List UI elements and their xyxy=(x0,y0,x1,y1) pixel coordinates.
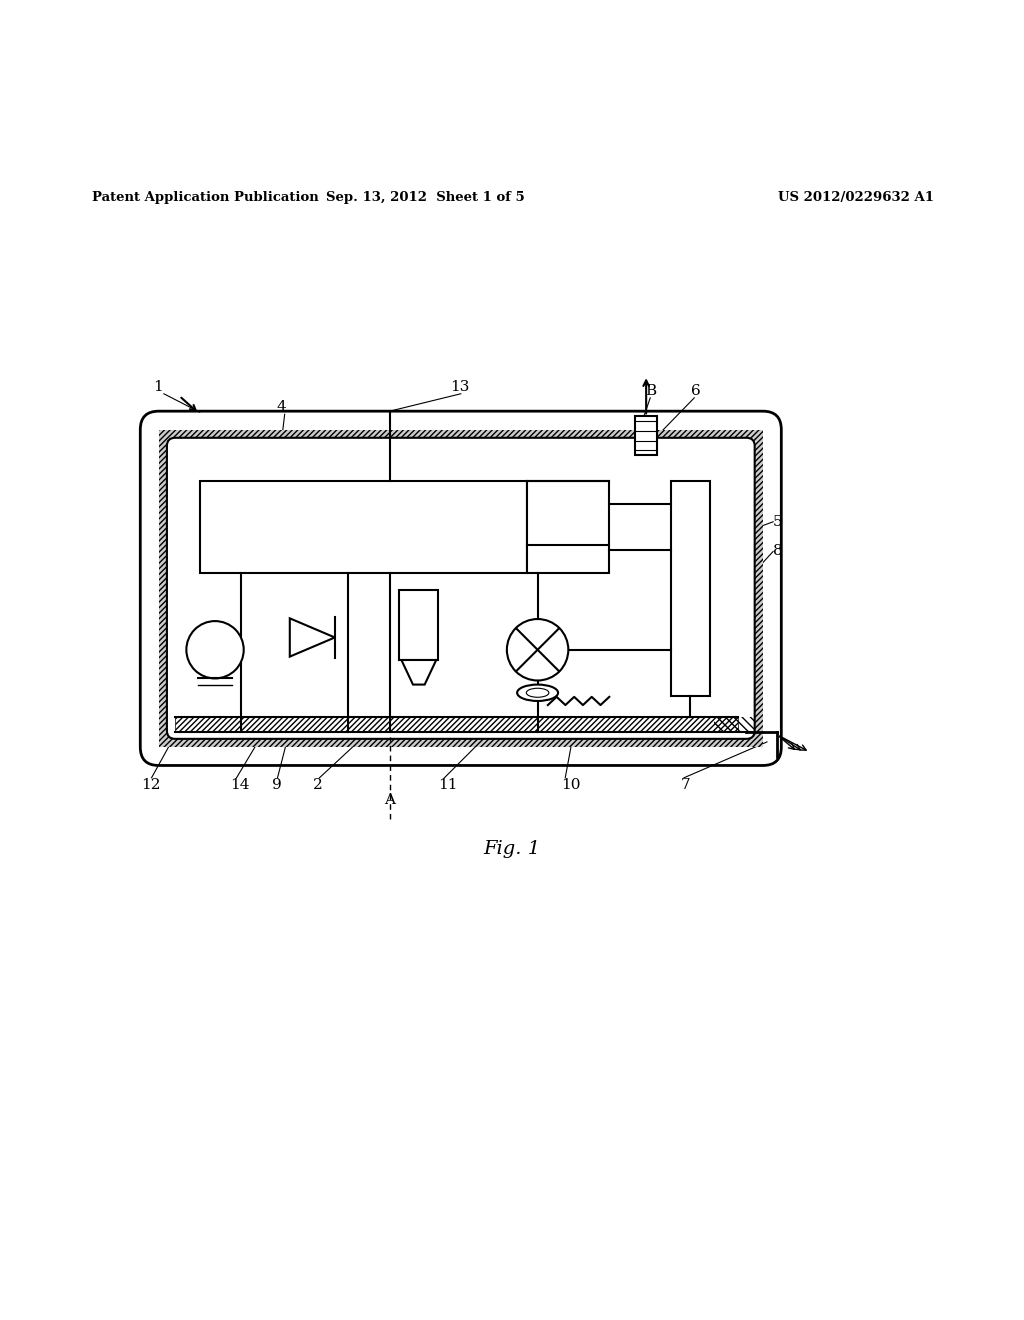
Bar xyxy=(527,480,609,573)
Polygon shape xyxy=(290,618,335,656)
Bar xyxy=(746,429,763,747)
Bar xyxy=(399,590,438,660)
Text: 8: 8 xyxy=(773,544,782,558)
Text: US 2012/0229632 A1: US 2012/0229632 A1 xyxy=(778,190,934,203)
Bar xyxy=(175,717,738,731)
FancyBboxPatch shape xyxy=(167,438,755,739)
Text: 11: 11 xyxy=(438,777,458,792)
Text: 1: 1 xyxy=(154,380,164,393)
Text: 5: 5 xyxy=(773,515,782,529)
Text: 3: 3 xyxy=(562,499,571,512)
Text: Sep. 13, 2012  Sheet 1 of 5: Sep. 13, 2012 Sheet 1 of 5 xyxy=(326,190,524,203)
Circle shape xyxy=(186,622,244,678)
Text: 6: 6 xyxy=(691,384,701,397)
Text: B: B xyxy=(645,384,656,397)
Bar xyxy=(159,429,175,747)
Text: 13: 13 xyxy=(451,380,470,393)
Text: 7: 7 xyxy=(681,777,690,792)
Text: Patent Application Publication: Patent Application Publication xyxy=(92,190,318,203)
Text: Fig. 1: Fig. 1 xyxy=(483,841,541,858)
Polygon shape xyxy=(401,660,436,685)
Text: A: A xyxy=(384,793,395,807)
Ellipse shape xyxy=(526,688,549,697)
Text: 14: 14 xyxy=(230,777,250,792)
Ellipse shape xyxy=(517,685,558,701)
Bar xyxy=(159,429,763,446)
Circle shape xyxy=(507,619,568,681)
Bar xyxy=(714,717,755,731)
Bar xyxy=(200,480,527,573)
Bar xyxy=(159,731,763,747)
Text: 12: 12 xyxy=(141,777,161,792)
Bar xyxy=(671,480,710,696)
Bar xyxy=(635,416,657,455)
Text: 10: 10 xyxy=(561,777,581,792)
Text: 2: 2 xyxy=(313,777,324,792)
Text: 9: 9 xyxy=(272,777,283,792)
Text: 4: 4 xyxy=(276,400,287,414)
